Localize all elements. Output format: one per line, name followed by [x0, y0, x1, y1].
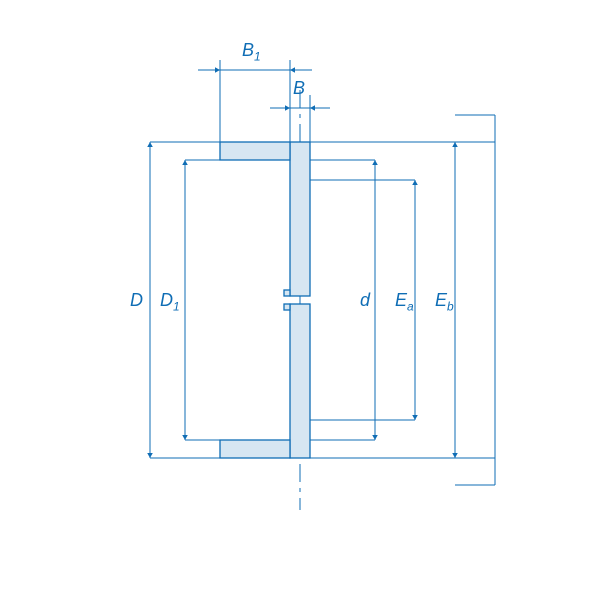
label-eb: Eb: [435, 290, 454, 314]
label-d-lower: d: [360, 290, 370, 311]
label-eb-main: E: [435, 290, 447, 310]
label-d-upper-main: D: [130, 290, 143, 310]
label-d-upper: D: [130, 290, 143, 311]
label-ea: Ea: [395, 290, 414, 314]
label-d-lower-main: d: [360, 290, 370, 310]
label-d1: D1: [160, 290, 180, 314]
label-b1: B1: [242, 40, 261, 64]
label-eb-sub: b: [447, 300, 454, 314]
label-b1-sub: 1: [254, 50, 261, 64]
label-ea-sub: a: [407, 300, 414, 314]
label-b-main: B: [293, 78, 305, 98]
label-ea-main: E: [395, 290, 407, 310]
label-b1-main: B: [242, 40, 254, 60]
label-d1-main: D: [160, 290, 173, 310]
diagram-canvas: B1BDD1dEaEb: [0, 0, 600, 600]
label-d1-sub: 1: [173, 300, 180, 314]
label-b: B: [293, 78, 305, 99]
